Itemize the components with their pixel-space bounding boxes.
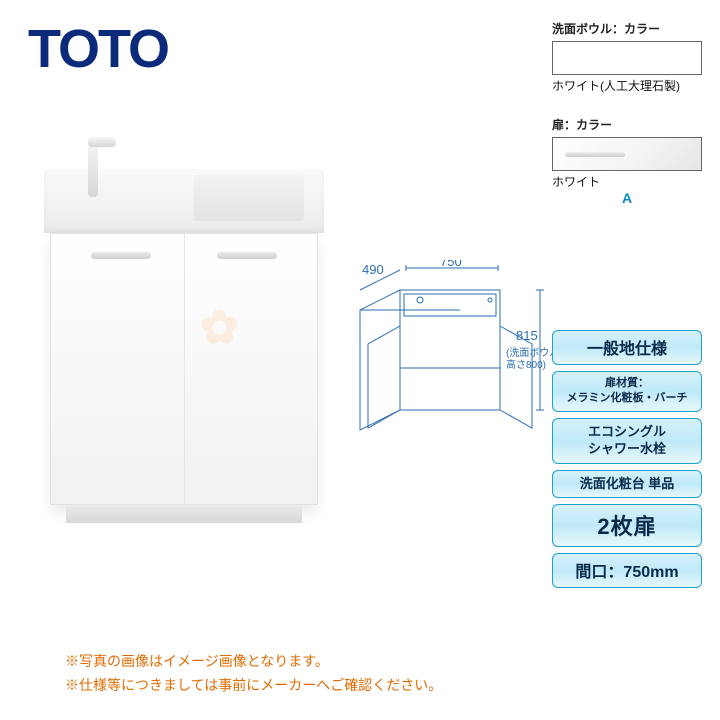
kick-plate xyxy=(66,505,302,523)
note-line-1: ※写真の画像はイメージ画像となります。 xyxy=(65,650,442,674)
door-color-swatch xyxy=(552,137,702,171)
footer-notes: ※写真の画像はイメージ画像となります。 ※仕様等につきましては事前にメーカーへご… xyxy=(65,650,442,698)
door-handle-right xyxy=(217,252,277,259)
faucet-icon xyxy=(88,141,98,197)
svg-text:高さ800): 高さ800) xyxy=(506,358,546,371)
spec-badges: 一般地仕様 扉材質： メラミン化粧板・バーチ エコシングル シャワー水栓 洗面化… xyxy=(552,330,702,588)
dimension-drawing: 490 750 815 (洗面ボウル 高さ800) xyxy=(340,260,560,460)
bowl-color-label: ホワイト(人工大理石製) xyxy=(552,77,702,94)
badge-region-spec: 一般地仕様 xyxy=(552,330,702,365)
badge-door-count: 2枚扉 xyxy=(552,504,702,547)
door-handle-left xyxy=(91,252,151,259)
product-photo xyxy=(44,145,324,525)
door-handle-icon xyxy=(565,152,625,157)
svg-text:750: 750 xyxy=(440,260,462,269)
svg-text:490: 490 xyxy=(362,262,384,277)
bowl-color-swatch xyxy=(552,41,702,75)
vanity-basin xyxy=(194,175,304,221)
badge-product-type: 洗面化粧台 単品 xyxy=(552,470,702,499)
svg-text:815: 815 xyxy=(516,328,538,343)
door-color-label: ホワイト xyxy=(552,173,702,190)
bowl-color-heading: 洗面ボウル：カラー xyxy=(552,20,702,37)
door-color-code: A xyxy=(552,190,702,206)
door-split-line xyxy=(184,234,185,504)
color-options: 洗面ボウル：カラー ホワイト(人工大理石製) 扉：カラー ホワイト A xyxy=(552,20,702,206)
door-color-heading: 扉：カラー xyxy=(552,116,702,133)
vanity-cabinet xyxy=(50,233,318,505)
brand-logo: TOTO xyxy=(28,18,168,80)
note-line-2: ※仕様等につきましては事前にメーカーへご確認ください。 xyxy=(65,674,442,698)
badge-door-material: 扉材質： メラミン化粧板・バーチ xyxy=(552,371,702,412)
badge-opening-width: 間口：750mm xyxy=(552,553,702,588)
badge-faucet-type: エコシングル シャワー水栓 xyxy=(552,418,702,464)
